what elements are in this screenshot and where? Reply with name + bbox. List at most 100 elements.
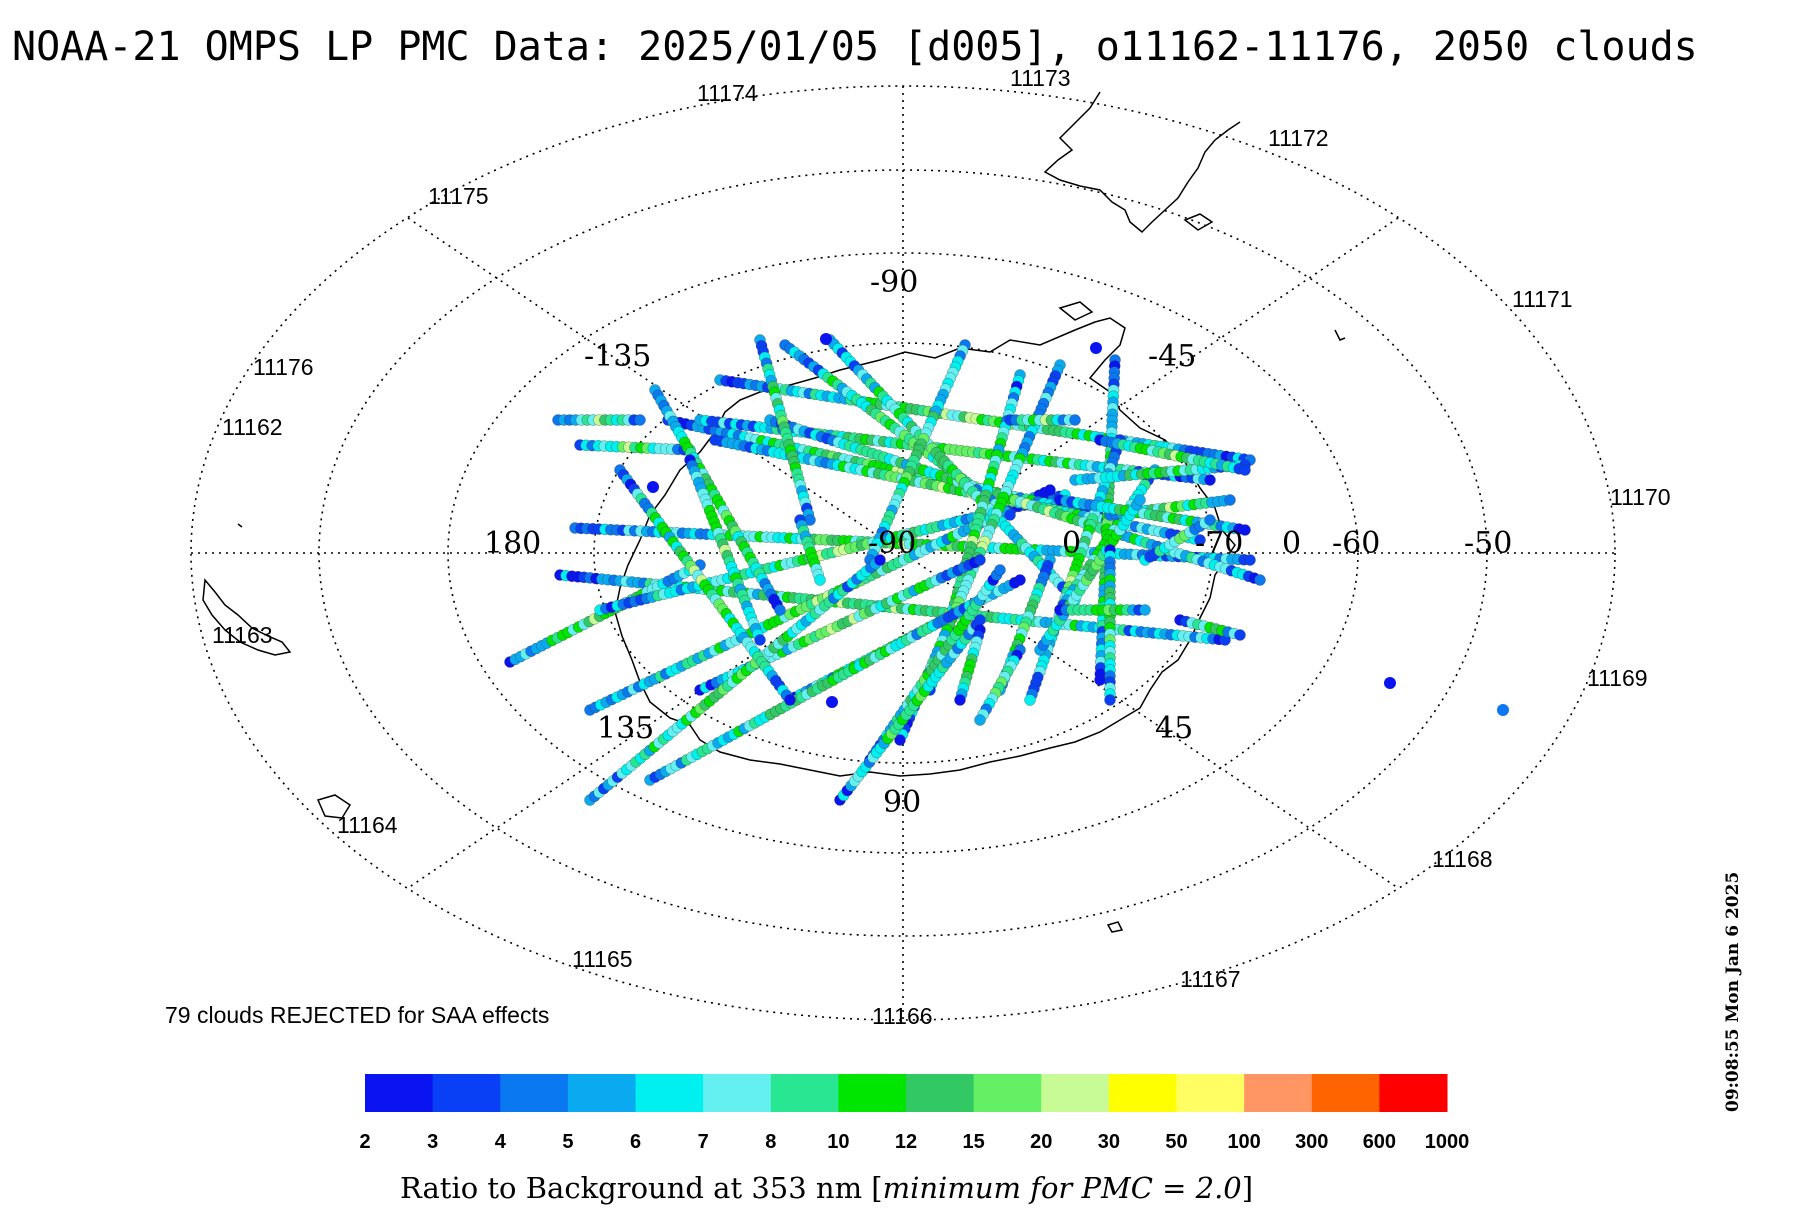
grid-label-partial-a: -70 [1195, 526, 1243, 561]
pmc-cloud-point [1194, 534, 1206, 546]
peninsula-islands [1058, 301, 1094, 321]
colorbar-tick-label: 6 [630, 1131, 641, 1153]
grid-ellipse-3 [447, 252, 1359, 854]
grid-label-lat-right-2: -50 [1464, 526, 1512, 561]
grid-label-lat-right-1: -60 [1332, 526, 1380, 561]
pmc-cloud-point [1239, 524, 1251, 536]
pmc-cloud-point [874, 554, 886, 566]
grid-label-lat-top: -90 [870, 265, 918, 300]
colorbar-tick-label: 100 [1227, 1131, 1260, 1153]
pmc-cloud-point [1134, 494, 1146, 506]
colorbar-tick-label: 12 [895, 1131, 917, 1153]
grid-labels: -90 -135 -45 180 -90 -70 0 0 -60 -50 135… [484, 265, 1512, 820]
orbit-label: 11173 [1010, 65, 1071, 91]
colorbar-title-main: Ratio to Background at 353 nm [ [400, 1171, 883, 1205]
orbit-label: 11171 [1512, 286, 1573, 312]
colorbar-swatch [1108, 1074, 1178, 1112]
colorbar-tick-label: 20 [1030, 1131, 1052, 1153]
grid-label-lon-lower-left: 135 [597, 711, 654, 746]
pmc-cloud-point [1044, 484, 1056, 496]
grid-label-center: -90 [868, 526, 916, 561]
falkland-islands [1183, 213, 1214, 231]
colorbar-tick-label: 10 [827, 1131, 849, 1153]
colorbar-tick-label: 5 [562, 1131, 573, 1153]
colorbar-swatch [906, 1074, 975, 1112]
colorbar-tick-label: 1000 [1425, 1131, 1470, 1153]
grid-label-lon-bottom: 90 [883, 785, 921, 820]
colorbar-swatch [1041, 1074, 1110, 1112]
colorbar-tick-label: 300 [1295, 1131, 1328, 1153]
pmc-cloud-point [1204, 514, 1216, 526]
antarctica-coastline [614, 317, 1236, 777]
orbit-label: 11174 [697, 80, 758, 106]
pmc-cloud-point [954, 694, 966, 706]
pmc-cloud-point [634, 414, 646, 426]
grid-ellipse-2 [593, 342, 1213, 764]
tasmania [316, 794, 352, 819]
orbit-label: 11162 [222, 414, 283, 440]
pmc-cloud-point [1104, 694, 1116, 706]
pmc-cloud-point [754, 634, 766, 646]
colorbar-title-end: ] [1242, 1171, 1253, 1205]
map-title: NOAA-21 OMPS LP PMC Data: 2025/01/05 [d0… [12, 24, 1698, 70]
colorbar-tick-label: 2 [359, 1131, 370, 1153]
pmc-cloud-point [1204, 474, 1216, 486]
grid-label-center-right: 0 [1282, 526, 1301, 561]
pmc-cloud-point [1139, 604, 1151, 616]
pmc-cloud-point [1014, 574, 1026, 586]
pmc-cloud-point [784, 694, 796, 706]
pmc-cloud-point [647, 481, 659, 493]
colorbar-tick-label: 7 [698, 1131, 709, 1153]
grid-label-lon-left: 180 [484, 526, 541, 561]
orbit-label: 11170 [1610, 484, 1671, 510]
pmc-cloud-tracks [504, 333, 1509, 806]
colorbar-swatch [567, 1074, 637, 1112]
rejected-note: 79 clouds REJECTED for SAA effects [165, 1002, 549, 1028]
pmc-cloud-point [974, 614, 986, 626]
colorbar-swatch [770, 1074, 839, 1112]
pmc-cloud-point [774, 604, 786, 616]
south-georgia [1334, 329, 1346, 341]
orbit-labels: 11173 11174 11172 11175 11171 11176 1116… [212, 65, 1671, 1029]
pmc-cloud-point [1094, 674, 1106, 686]
pmc-cloud-point [1004, 509, 1016, 521]
colorbar-tick-label: 50 [1165, 1131, 1187, 1153]
grid-label-lon-upper-right: -45 [1148, 339, 1196, 374]
colorbar-swatch [1311, 1074, 1380, 1112]
pmc-cloud-point [826, 696, 838, 708]
colorbar-swatch [1244, 1074, 1313, 1112]
pmc-cloud-point [1239, 464, 1251, 476]
south-america-coastline [1043, 91, 1241, 234]
colorbar-title-italic: minimum for PMC = 2.0 [883, 1171, 1242, 1205]
colorbar-tick-label: 30 [1098, 1131, 1120, 1153]
orbit-label: 11175 [428, 183, 489, 209]
grid-label-lon-upper-left: -135 [584, 339, 651, 374]
orbit-label: 11172 [1268, 125, 1329, 151]
colorbar-swatch [635, 1074, 704, 1112]
grid-label-partial-b: 0 [1062, 526, 1081, 561]
colorbar-title: Ratio to Background at 353 nm [minimum f… [400, 1171, 1253, 1205]
colorbar-swatch [500, 1074, 569, 1112]
colorbar-swatch [838, 1074, 907, 1112]
colorbar-tick-label: 4 [495, 1131, 507, 1153]
pmc-cloud-point [814, 574, 826, 586]
orbit-label: 11165 [572, 946, 633, 972]
colorbar-swatch [1176, 1074, 1245, 1112]
pmc-cloud-point [820, 333, 832, 345]
pmc-cloud-point [1224, 494, 1236, 506]
colorbar-tick-label: 15 [963, 1131, 985, 1153]
colorbar-tick-label: 8 [765, 1131, 776, 1153]
colorbar-swatch [365, 1074, 434, 1112]
pmc-cloud-point [1244, 554, 1256, 566]
new-zealand-south [202, 578, 292, 656]
orbit-label: 11166 [872, 1003, 933, 1029]
small-island-west [237, 523, 243, 528]
orbit-label: 11168 [1432, 846, 1493, 872]
orbit-label: 11176 [253, 354, 314, 380]
pmc-cloud-point [1497, 704, 1509, 716]
colorbar-swatch [432, 1074, 501, 1112]
pmc-cloud-point [894, 734, 906, 746]
colorbar-tick-label: 600 [1363, 1131, 1396, 1153]
pmc-cloud-point [1234, 629, 1246, 641]
